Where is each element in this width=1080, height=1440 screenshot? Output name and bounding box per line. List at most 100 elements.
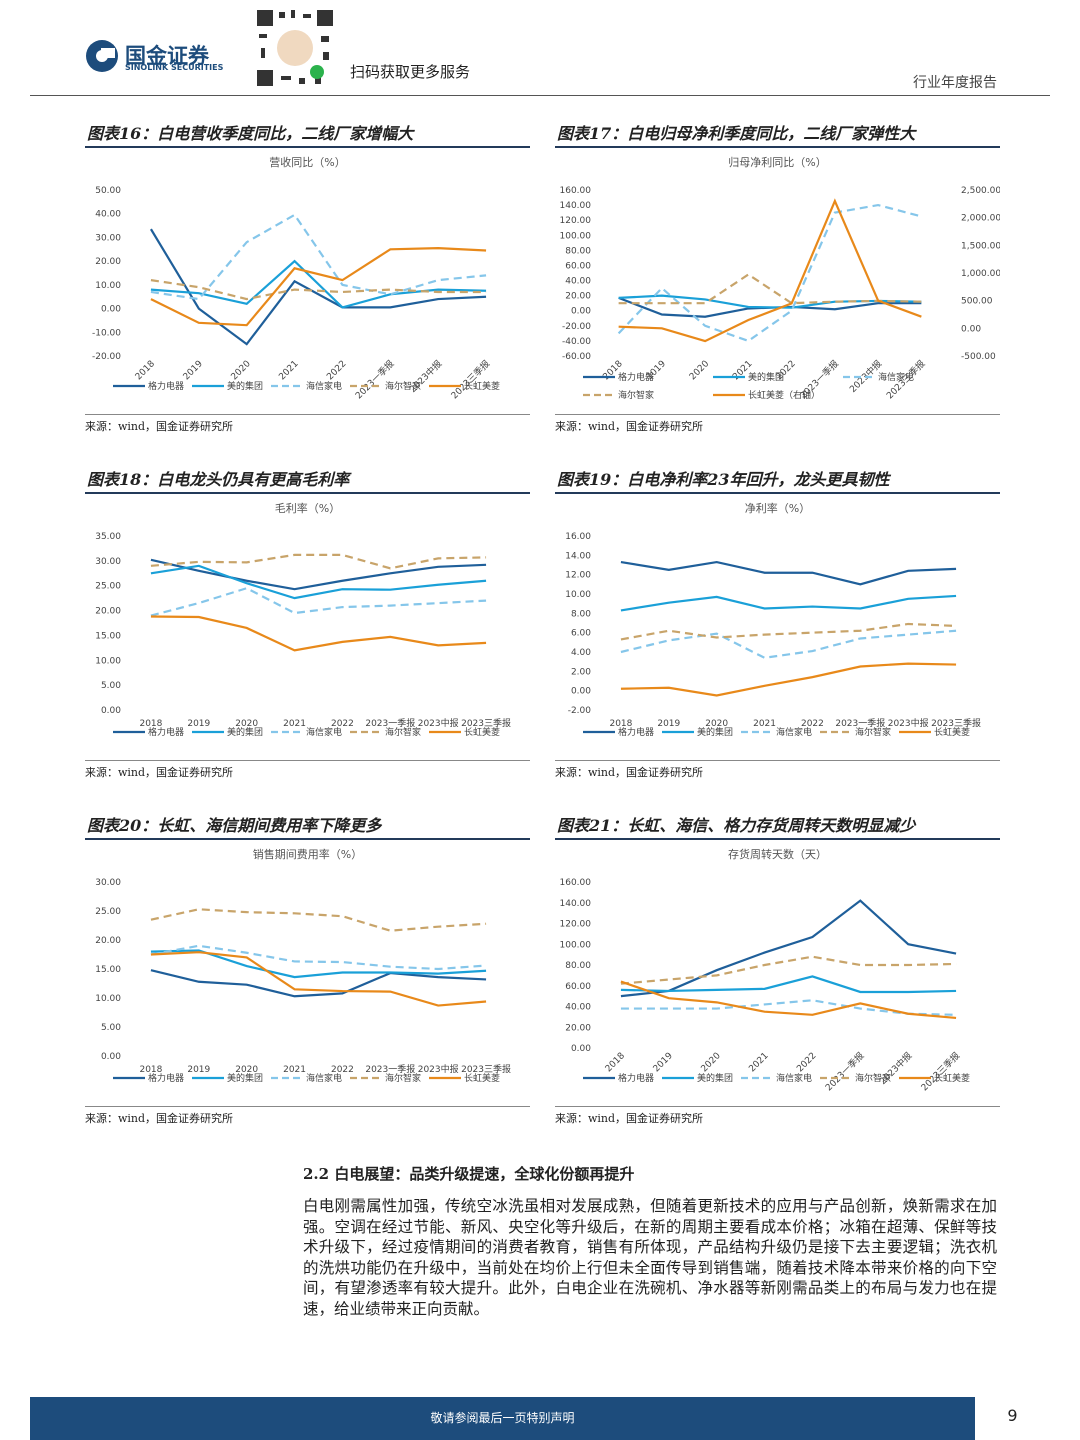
y-tick-label: 160.00: [560, 878, 592, 888]
legend-item: 格力电器: [113, 1072, 184, 1084]
x-tick-label: 2020: [700, 1051, 723, 1074]
legend-label: 美的集团: [227, 1072, 263, 1084]
qr-code: [255, 8, 335, 88]
x-tick-label: 2023中报: [418, 717, 459, 729]
series-line: [150, 553, 487, 570]
x-tick-label: 2021: [753, 719, 776, 729]
y-tick-label: 40.00: [565, 1003, 591, 1013]
series-line: [150, 279, 487, 301]
y-tick-label: 30.00: [95, 557, 121, 567]
legend-label: 美的集团: [697, 726, 733, 738]
x-tick-label: 2019: [652, 1051, 675, 1074]
legend-item: 美的集团: [192, 726, 263, 738]
series-line: [618, 294, 922, 309]
legend-item: 海信家电: [741, 1072, 812, 1084]
footer-disclaimer: 敬请参阅最后一页特别声明: [430, 1411, 575, 1425]
x-tick-label: 2019: [182, 359, 205, 382]
footer-band: [30, 1397, 975, 1440]
legend-item: 海信家电: [271, 726, 342, 738]
series-line: [620, 594, 957, 612]
series-line: [150, 558, 487, 591]
y-tick-label: 0.00: [571, 307, 591, 317]
chart-title: 归母净利同比（%）: [728, 155, 826, 169]
y-tick-label: 20.00: [565, 1023, 591, 1033]
figure-title: 图表16：白电营收季度同比，二线厂家增幅大: [85, 122, 530, 148]
y2-tick-label: 500.00: [961, 297, 993, 307]
x-tick-label: 2023中报: [418, 1063, 459, 1075]
figure-title: 图表19：白电净利率23年回升，龙头更具韧性: [555, 468, 1000, 494]
y-tick-label: 35.00: [95, 532, 121, 542]
y-tick-label: 160.00: [560, 186, 592, 196]
figure-source: 来源：wind，国金证券研究所: [555, 414, 1000, 434]
legend-label: 海信家电: [776, 726, 812, 738]
y-tick-label: 5.00: [101, 681, 121, 691]
y-tick-label: 0.00: [571, 687, 591, 697]
chart: 净利率（%） -2.00 0.00 2.00 4.00 6.00 8.00 10.00 12.0…: [565, 501, 981, 738]
y-tick-label: 0.00: [101, 706, 121, 716]
x-tick-label: 2022: [795, 1051, 818, 1074]
y-tick-label: 40.00: [565, 277, 591, 287]
legend-label: 长虹美菱: [934, 1072, 970, 1084]
figure-title: 图表17：白电归母净利季度同比，二线厂家弹性大: [555, 122, 1000, 148]
y-tick-label: -60.00: [562, 352, 591, 362]
y-tick-label: 10.00: [95, 656, 121, 666]
legend-label: 海尔智家: [618, 389, 654, 401]
y-tick-label: 15.00: [95, 631, 121, 641]
figure-source: 来源：wind，国金证券研究所: [555, 1106, 1000, 1126]
x-tick-label: 2018: [134, 359, 157, 382]
y-tick-label: 120.00: [560, 920, 592, 930]
legend-item: 长虹美菱: [429, 1072, 500, 1084]
y-tick-label: -10.00: [92, 328, 121, 338]
y-tick-label: 140.00: [560, 201, 592, 211]
section-heading: 2.2 白电展望：品类升级提速，全球化份额再提升: [303, 1165, 635, 1183]
figure-title: 图表21：长虹、海信、格力存货周转天数明显减少: [555, 814, 1000, 840]
figure-source: 来源：wind，国金证券研究所: [555, 760, 1000, 780]
y-tick-label: 20.00: [95, 607, 121, 617]
x-tick-label: 2022: [325, 359, 348, 382]
x-tick-label: 2022: [801, 719, 824, 729]
legend-label: 海信家电: [306, 380, 342, 392]
y-tick-label: 40.00: [95, 210, 121, 220]
header-rule: [30, 95, 1050, 96]
y-tick-label: 10.00: [565, 590, 591, 600]
series-line: [618, 273, 922, 305]
x-tick-label: 2023一季报: [353, 358, 397, 402]
chart-title: 营收同比（%）: [269, 155, 345, 169]
legend-item: 海尔智家: [350, 726, 421, 738]
y-tick-label: 30.00: [95, 233, 121, 243]
legend-label: 格力电器: [148, 1072, 184, 1084]
report-type: 行业年度报告: [913, 75, 997, 91]
legend-item: 美的集团: [662, 1072, 733, 1084]
y2-tick-label: 1,500.00: [961, 241, 1000, 251]
series-line: [150, 213, 487, 301]
legend-item: 美的集团: [192, 380, 263, 392]
legend-item: 长虹美菱（右轴）: [713, 389, 820, 401]
series-line: [620, 629, 957, 659]
legend-label: 海信家电: [306, 1072, 342, 1084]
x-tick-label: 2019: [657, 719, 680, 729]
x-tick-label: 2018: [609, 719, 632, 729]
y-tick-label: 8.00: [571, 609, 591, 619]
y-tick-label: 5.00: [101, 1023, 121, 1033]
legend-label: 格力电器: [148, 380, 184, 392]
legend-item: 长虹美菱: [429, 726, 500, 738]
y-tick-label: 140.00: [560, 899, 592, 909]
series-line: [150, 951, 487, 1007]
legend-label: 长虹美菱: [934, 726, 970, 738]
logo-cn: 国金证券: [125, 44, 209, 68]
x-tick-label: 2021: [277, 359, 300, 382]
legend-label: 海信家电: [306, 726, 342, 738]
y-tick-label: 20.00: [95, 257, 121, 267]
x-tick-label: 2019: [187, 719, 210, 729]
y-tick-label: 14.00: [565, 551, 591, 561]
y2-tick-label: 2,500.00: [961, 186, 1000, 196]
y2-tick-label: 0.00: [961, 324, 981, 334]
legend-item: 格力电器: [113, 380, 184, 392]
series-line: [620, 662, 957, 697]
x-tick-label: 2023三季报: [918, 1050, 962, 1094]
legend-label: 海尔智家: [385, 380, 421, 392]
legend-label: 长虹美菱: [464, 726, 500, 738]
y-tick-label: 10.00: [95, 281, 121, 291]
x-tick-label: 2023三季报: [931, 717, 981, 729]
